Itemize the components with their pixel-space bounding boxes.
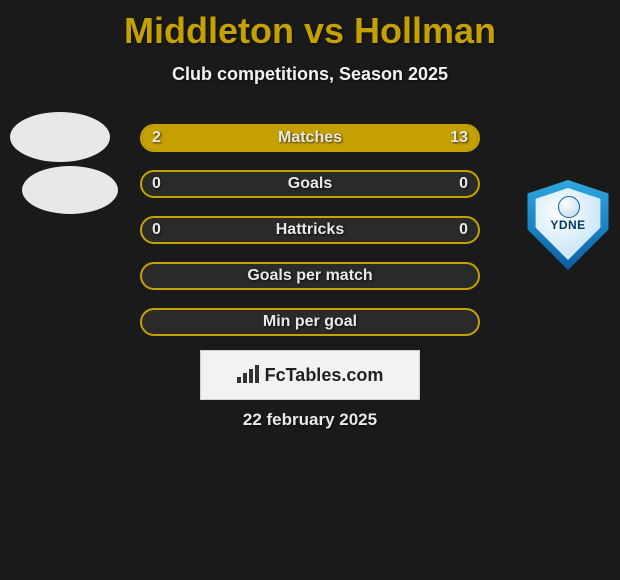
stat-label: Goals — [142, 172, 478, 196]
stat-bar: 2 Matches 13 — [140, 124, 480, 152]
stat-label: Hattricks — [142, 218, 478, 242]
stat-value-right: 0 — [449, 172, 478, 196]
player-avatar-left-1 — [10, 112, 110, 162]
date-label: 22 february 2025 — [0, 410, 620, 430]
stats-bars: 2 Matches 13 0 Goals 0 0 Hattricks 0 Goa… — [140, 124, 480, 354]
stat-bar: Min per goal — [140, 308, 480, 336]
subtitle: Club competitions, Season 2025 — [0, 64, 620, 85]
club-badge-text: YDNE — [518, 218, 618, 232]
stat-label: Matches — [142, 126, 478, 150]
stat-value-right: 0 — [449, 218, 478, 242]
page-title: Middleton vs Hollman — [0, 0, 620, 52]
stat-label: Goals per match — [142, 264, 478, 288]
soccer-ball-icon — [558, 196, 580, 218]
stat-value-right — [458, 310, 478, 334]
stat-bar: 0 Goals 0 — [140, 170, 480, 198]
stat-value-right: 13 — [440, 126, 478, 150]
club-logo-right: YDNE — [518, 180, 618, 280]
stat-bar: Goals per match — [140, 262, 480, 290]
stat-label: Min per goal — [142, 310, 478, 334]
branding-box[interactable]: FcTables.com — [200, 350, 420, 400]
player-avatar-left-2 — [22, 166, 118, 214]
stat-value-right — [458, 264, 478, 288]
bar-chart-icon — [237, 367, 259, 383]
branding-text: FcTables.com — [265, 365, 384, 386]
stat-bar: 0 Hattricks 0 — [140, 216, 480, 244]
